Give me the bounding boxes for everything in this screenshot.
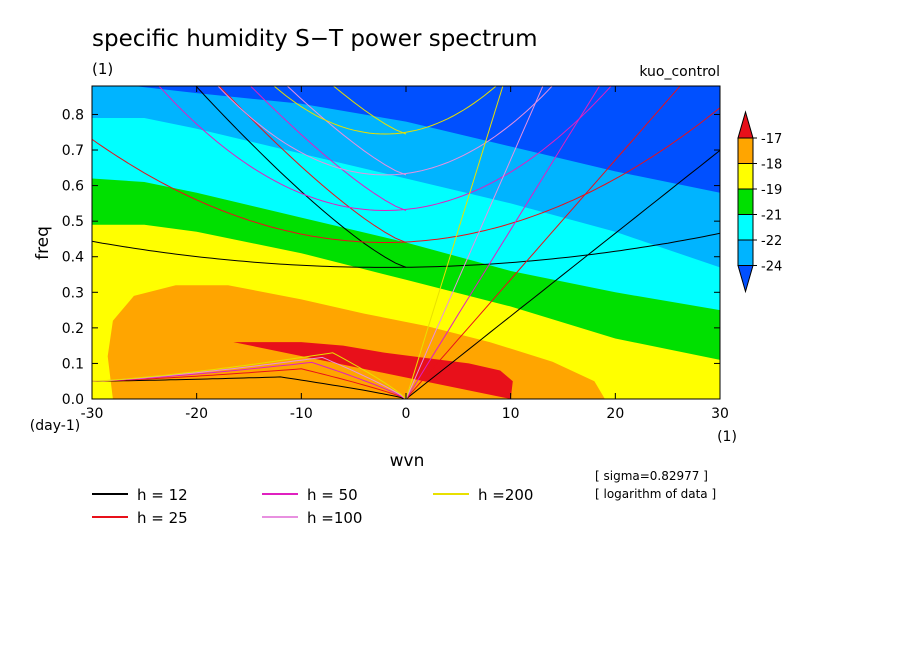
- colorbar-segment: [737, 163, 754, 190]
- colorbar-label: -18: [761, 158, 782, 173]
- colorbar-label: -24: [761, 260, 782, 275]
- kelvin-curve-h200: [405, 86, 504, 399]
- colorbar: -17 -18 -19 -21 -22 -24: [737, 110, 782, 294]
- x-tick-label: 10: [502, 406, 520, 422]
- rossby-curve-h25: [92, 368, 407, 399]
- colorbar-segment: [737, 239, 754, 266]
- contour-band-5: [233, 342, 513, 399]
- colorbar-segment: [737, 214, 754, 241]
- y-tick-label: 0.6: [62, 179, 84, 195]
- x-tick-label: -20: [185, 406, 208, 422]
- log-note: [ logarithm of data ]: [595, 487, 716, 501]
- legend-label: h =100: [307, 509, 362, 527]
- colorbar-label: -21: [761, 209, 782, 224]
- y-tick-label: 0.2: [62, 321, 84, 337]
- x-tick-label: 0: [402, 406, 411, 422]
- sigma-note: [ sigma=0.82977 ]: [595, 469, 708, 483]
- legend-label: h =200: [478, 486, 533, 504]
- colorbar-top-triangle: [737, 110, 754, 139]
- y-units-label: (day-1): [30, 418, 80, 434]
- legend-label: h = 25: [137, 509, 188, 527]
- eig-curve-h200: [273, 86, 497, 135]
- chart-title: specific humidity S−T power spectrum: [92, 26, 538, 52]
- eig-curve-h50: [158, 86, 612, 212]
- x-axis-label: wvn: [390, 451, 425, 471]
- y-tick-label: 0.1: [62, 356, 84, 372]
- dispersion-curves: [92, 86, 720, 399]
- wig-curve-h50: [249, 86, 407, 211]
- x-axis-ticks: -30 -20 -10 0 10 20 30: [81, 86, 729, 422]
- kelvin-curve-h50: [405, 86, 601, 399]
- y-tick-label: 0.8: [62, 107, 84, 123]
- contour-band-4: [92, 285, 720, 399]
- kelvin-curve-h12: [405, 150, 720, 399]
- x-units-label: (1): [717, 429, 737, 445]
- legend-label: h = 50: [307, 486, 358, 504]
- rossby-curve-h200: [92, 352, 407, 399]
- y-axis-ticks: 0.0 0.1 0.2 0.3 0.4 0.5 0.6 0.7 0.8: [62, 107, 720, 408]
- colorbar-bottom-triangle: [737, 265, 754, 294]
- rossby-curve-h12: [92, 376, 407, 399]
- legend-label: h = 12: [137, 486, 188, 504]
- x-tick-label: 30: [711, 406, 729, 422]
- y-axis-label: freq: [33, 226, 53, 260]
- plot-area: -30 -20 -10 0 10 20 30 0.00.10.20.30.40.50.60.…: [62, 85, 729, 422]
- dispersion-legend: h = 12 h = 25 h = 50 h =100 h =200: [92, 486, 533, 527]
- wig-curve-h100: [286, 86, 407, 176]
- y-tick-label: 0.4: [62, 250, 84, 266]
- colorbar-segment: [737, 188, 754, 215]
- colorbar-label: -17: [761, 132, 782, 147]
- y-tick-label: 0.5: [62, 214, 84, 230]
- run-label: kuo_control: [639, 64, 720, 80]
- left-units-label: (1): [92, 60, 113, 78]
- eig-curve-h100: [217, 86, 553, 176]
- wig-curve-h12: [195, 86, 407, 268]
- x-tick-label: -10: [290, 406, 313, 422]
- kelvin-curve-h25: [405, 86, 681, 399]
- x-tick-label: -30: [81, 406, 104, 422]
- rossby-curve-h50: [92, 361, 407, 399]
- y-tick-label: 0.3: [62, 285, 84, 301]
- x-tick-label: 20: [606, 406, 624, 422]
- y-tick-label: 0.7: [62, 143, 84, 159]
- colorbar-label: -22: [761, 234, 782, 249]
- y-tick-label: 0.0: [62, 392, 84, 408]
- wig-curve-h200: [332, 86, 407, 135]
- colorbar-label: -19: [761, 183, 782, 198]
- kelvin-curve-h100: [405, 86, 544, 399]
- colorbar-segment: [737, 137, 754, 164]
